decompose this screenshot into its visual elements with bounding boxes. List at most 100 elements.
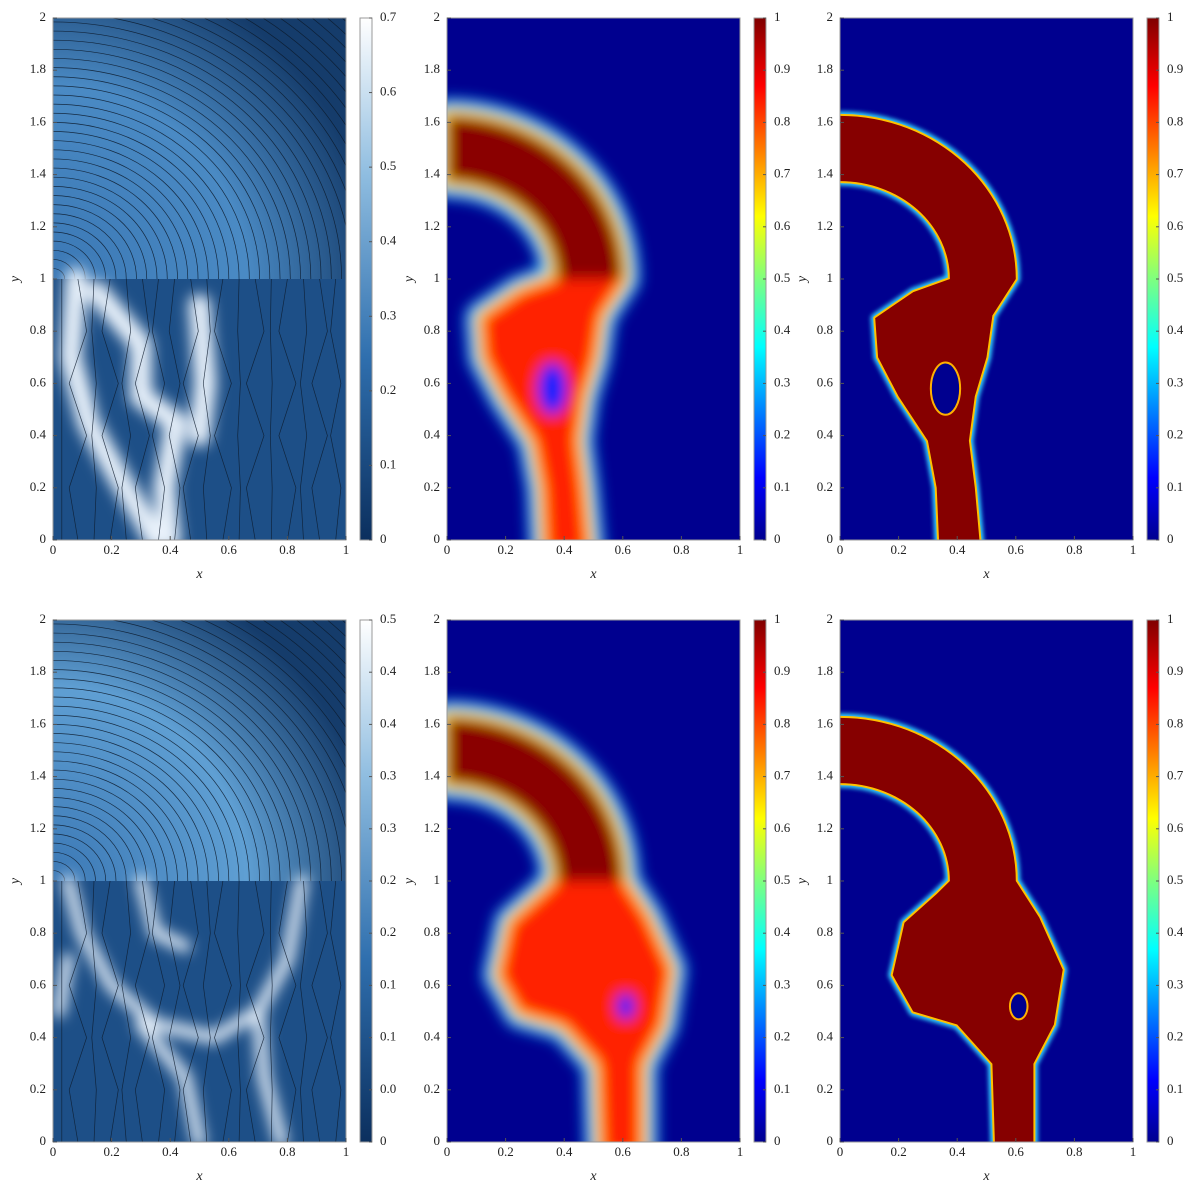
- colorbar-tick-label: 0.4: [380, 663, 397, 678]
- colorbar-tick-label: 0.5: [1167, 270, 1183, 285]
- streamline: [53, 85, 271, 280]
- light-band: [53, 953, 74, 1018]
- colorbar-tick-label: 0.0: [380, 1081, 396, 1096]
- core-dark: [447, 115, 623, 279]
- streamline: [168, 880, 181, 1142]
- light-band: [59, 268, 167, 540]
- y-tick-label: 1.6: [817, 715, 834, 730]
- streamline: [278, 278, 297, 540]
- x-axis-label: x: [195, 567, 203, 582]
- colorbar-tick-label: 0.1: [380, 976, 396, 991]
- y-axis-label: y: [402, 877, 417, 886]
- y-tick-label: 1: [827, 270, 834, 285]
- streamline: [53, 806, 137, 882]
- colorbar-tick-label: 0.6: [380, 84, 397, 99]
- streamline: [53, 76, 281, 280]
- colorbar-tick-label: 0.6: [1167, 218, 1184, 233]
- y-axis-label: y: [8, 275, 23, 284]
- y-tick-label: 1.6: [424, 715, 441, 730]
- streamline: [53, 733, 219, 882]
- core-red: [447, 717, 670, 1142]
- streamline: [178, 18, 346, 167]
- x-tick-label: 0.4: [556, 1144, 573, 1159]
- y-tick-label: 0: [434, 531, 441, 546]
- y-tick-label: 0.6: [424, 976, 441, 991]
- y-tick-label: 0: [827, 531, 834, 546]
- colorbar-tick-label: 0.1: [1167, 1081, 1183, 1096]
- streamline: [53, 632, 332, 882]
- streamline: [53, 222, 117, 280]
- y-tick-label: 0: [434, 1133, 441, 1148]
- streamline: [53, 185, 158, 280]
- streamline: [326, 18, 346, 36]
- streamline: [262, 620, 346, 695]
- x-tick-label: 0.6: [1008, 542, 1025, 557]
- y-tick-label: 2: [827, 9, 834, 24]
- colorbar-tick-label: 0: [774, 1133, 781, 1148]
- x-tick-label: 0.6: [221, 1144, 238, 1159]
- colorbar-tick-label: 1: [774, 611, 781, 626]
- colorbar-tick-label: 0.5: [774, 872, 790, 887]
- streamline: [151, 278, 165, 540]
- streamline: [53, 195, 148, 280]
- streamline: [53, 149, 199, 280]
- colorbar-tick-label: 0: [380, 531, 387, 546]
- colorbar-tick-label: 0.4: [774, 322, 791, 337]
- y-tick-label: 1.6: [30, 715, 47, 730]
- streamline: [278, 880, 297, 1142]
- streamline: [109, 620, 346, 831]
- colorbar-tick-label: 0.4: [1167, 322, 1184, 337]
- y-tick-label: 1: [434, 872, 441, 887]
- x-tick-label: 0.4: [949, 1144, 966, 1159]
- x-tick-label: 0.8: [279, 542, 295, 557]
- x-axis-label: x: [195, 1169, 203, 1184]
- field: [840, 18, 1133, 540]
- colorbar-tick-label: 0.1: [774, 479, 790, 494]
- y-tick-label: 0.4: [817, 427, 834, 442]
- colorbar-tick-label: 0.6: [774, 218, 791, 233]
- y-tick-label: 0.4: [817, 1029, 834, 1044]
- colorbar-tick-label: 0.4: [380, 233, 397, 248]
- streamline: [53, 231, 107, 280]
- x-tick-label: 1: [737, 542, 744, 557]
- colorbar-tick-label: 0.7: [1167, 166, 1184, 181]
- streamline: [134, 880, 150, 1142]
- streamline: [53, 140, 209, 280]
- y-tick-label: 0.4: [30, 427, 47, 442]
- y-tick-label: 0.2: [817, 479, 833, 494]
- x-tick-label: 1: [343, 1144, 350, 1159]
- streamline: [53, 851, 86, 882]
- streamline: [53, 623, 342, 882]
- y-axis-label: y: [8, 877, 23, 886]
- streamline: [151, 880, 165, 1142]
- colorbar-tick-label: 0.2: [380, 872, 396, 887]
- streamline: [53, 669, 291, 882]
- hole: [1008, 992, 1029, 1021]
- streamline: [53, 240, 96, 280]
- colorbar-tick-label: 0.7: [774, 768, 791, 783]
- colorbar-tick-label: 0.4: [380, 715, 397, 730]
- streamline: [341, 18, 346, 22]
- panel: 0 0.2 0.4 0.6 0.8 1 0 0.2 0.4 0.6 0.8 1 1.2 1.4 1.6 1.8…: [795, 611, 1184, 1184]
- streamline: [295, 18, 346, 63]
- colorbar-tick-label: 0.4: [774, 924, 791, 939]
- y-tick-label: 0.4: [424, 427, 441, 442]
- streamline: [68, 880, 87, 1142]
- panel: 0 0.2 0.4 0.6 0.8 1 0 0.2 0.4 0.6 0.8 1 1.2 1.4 1.6 1.8…: [795, 9, 1184, 582]
- light-band: [61, 875, 308, 1044]
- streamline: [53, 176, 168, 280]
- streamline: [53, 167, 178, 280]
- y-tick-label: 0.2: [30, 1081, 46, 1096]
- colorbar-tick-label: 0.8: [774, 113, 790, 128]
- y-tick-label: 1.8: [30, 61, 46, 76]
- panel: 0 0.2 0.4 0.6 0.8 1 0 0.2 0.4 0.6 0.8 1 1.2 1.4 1.6 1.8…: [402, 611, 791, 1184]
- colorbar-tick-label: 0.1: [380, 1029, 396, 1044]
- streamline: [224, 18, 346, 127]
- x-tick-label: 0: [837, 542, 844, 557]
- streamline: [182, 278, 199, 540]
- streamline: [53, 769, 178, 882]
- y-tick-label: 2: [434, 611, 441, 626]
- streamline: [311, 278, 328, 540]
- streamline: [121, 278, 131, 540]
- y-tick-label: 1.2: [30, 218, 46, 233]
